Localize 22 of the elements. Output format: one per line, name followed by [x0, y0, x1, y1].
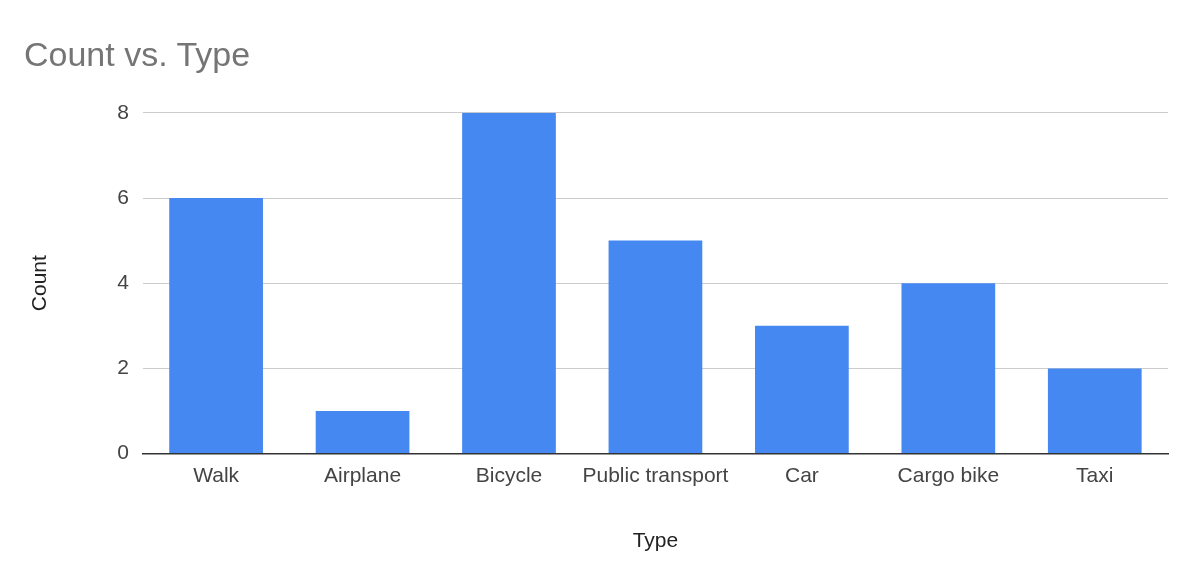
bar — [169, 198, 263, 454]
x-tick-label: Cargo bike — [897, 463, 1000, 486]
bar — [608, 240, 703, 454]
bar — [462, 112, 556, 454]
x-tick-label: Airplane — [324, 463, 402, 486]
x-axis-title: Type — [632, 528, 679, 552]
x-tick-label: Public transport — [582, 463, 729, 486]
bar — [755, 325, 849, 454]
x-tick-label: Taxi — [1076, 463, 1114, 486]
y-tick-label: 6 — [117, 184, 129, 208]
y-tick-label: 2 — [117, 355, 129, 379]
chart-title: Count vs. Type — [24, 34, 251, 73]
y-tick-label: 4 — [117, 270, 130, 293]
x-tick-label: Bicycle — [475, 463, 543, 486]
y-axis-title: Count — [27, 255, 51, 312]
bar — [315, 411, 410, 454]
y-tick-label: 8 — [117, 99, 129, 123]
x-tick-label: Walk — [193, 463, 240, 486]
x-tick-label: Car — [784, 463, 819, 486]
bar — [1047, 368, 1142, 454]
bar — [901, 283, 996, 454]
y-tick-label: 0 — [117, 440, 129, 464]
